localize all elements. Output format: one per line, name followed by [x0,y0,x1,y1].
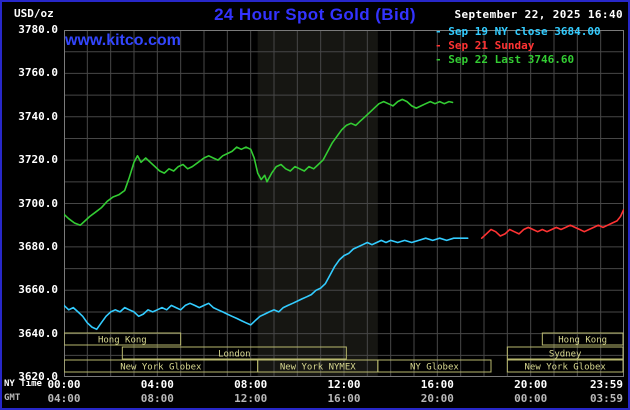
session-box [121,346,347,360]
y-axis: 3780.0 3760.0 3740.0 3720.0 3700.0 3680.0 3660… [2,2,58,408]
session-label: Sydney [549,350,582,360]
gmt-axis-label: GMT [4,393,21,403]
price-plot: Hong Kong Hong Kong London Sydney New York G… [64,30,624,377]
session-box [377,359,492,373]
chart-title: 24 Hour Spot Gold (Bid) [214,5,416,24]
y-tick-label: 3680.0 [18,239,58,253]
session-label: New York Globex [120,363,202,373]
x-tick-label: 20:00 [420,392,454,405]
y-tick-label: 3740.0 [18,109,58,123]
y-tick-label: 3700.0 [18,196,58,210]
y-tick-label: 3760.0 [18,66,58,80]
x-tick-label: 03:59 [589,392,624,405]
x-axis-ny-time: 00:00 04:00 08:00 12:00 16:00 20:00 23:59 [2,378,628,391]
x-tick-label: 04:00 [140,378,174,391]
legend-line-marker: - [435,25,449,38]
x-tick-label: 16:00 [327,392,361,405]
legend-item-sep19: - Sep 19 NY close 3684.00 [435,25,601,39]
y-tick-label: 3780.0 [18,23,58,36]
legend-label: Sep 19 NY close 3684.00 [448,25,601,38]
session-label: New York Globex [525,363,607,373]
session-label: Hong Kong [98,336,147,346]
ny-time-axis-label: NY Time [4,379,42,389]
x-tick-label: 16:00 [420,378,454,391]
y-tick-label: 3620.0 [18,370,58,383]
x-tick-label: 12:00 [234,392,268,405]
legend-label: Sep 21 Sunday [448,39,535,52]
x-tick-label: 12:00 [327,378,361,391]
x-tick-label: 04:00 [47,392,81,405]
plot-border [64,30,624,377]
x-tick-label: 20:00 [514,378,548,391]
y-tick-label: 3640.0 [18,326,58,340]
session-label: NY Globex [410,363,459,373]
y-axis-unit-label: USD/oz [14,7,54,20]
y-tick-label: 3660.0 [18,283,58,297]
session-box [541,332,624,346]
x-tick-label: 23:59 [589,378,624,391]
legend-label: Sep 22 Last 3746.60 [448,53,575,66]
legend-line-marker: - [435,53,449,66]
x-axis-gmt: 04:00 08:00 12:00 16:00 20:00 00:00 03:59 [2,392,628,405]
x-tick-label: 00:00 [47,378,81,391]
y-tick-label: 3720.0 [18,153,58,167]
kitco-watermark-link[interactable]: www.kitco.com [65,32,181,49]
x-tick-label: 00:00 [514,392,548,405]
session-box [64,332,182,346]
legend: - Sep 19 NY close 3684.00 - Sep 21 Sunda… [435,25,601,67]
session-label: London [218,350,251,360]
legend-item-sep22: - Sep 22 Last 3746.60 [435,53,601,67]
price-line-sep21 [480,209,624,239]
session-box [506,359,624,373]
x-tick-label: 08:00 [234,378,268,391]
legend-line-marker: - [435,39,449,52]
legend-item-sep21: - Sep 21 Sunday [435,39,601,53]
chart-datetime: September 22, 2025 16:40 [454,8,623,21]
price-line-sep19 [64,237,469,331]
session-label: Hong Kong [558,336,607,346]
session-box [506,346,624,360]
price-line-sep22 [64,98,454,226]
session-label: New York NYMEX [280,363,356,373]
x-tick-label: 08:00 [140,392,174,405]
